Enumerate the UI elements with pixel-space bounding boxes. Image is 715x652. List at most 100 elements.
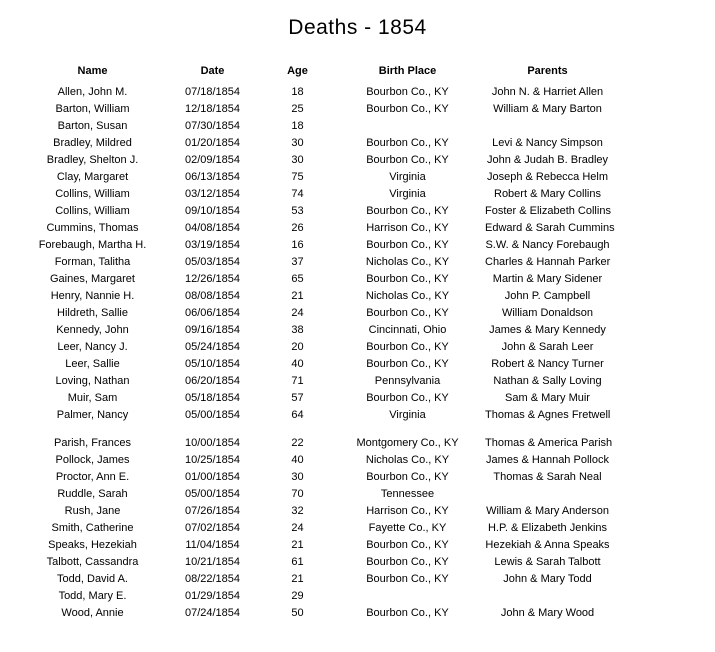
cell-date: 05/03/1854 [184, 256, 241, 268]
cell-birth-place: Bourbon Co., KY [366, 341, 449, 353]
cell-birth-place [330, 588, 485, 605]
cell-date: 07/26/1854 [184, 505, 241, 517]
cell-name: Forebaugh, Martha H. [38, 239, 147, 251]
cell-birth-place: Bourbon Co., KY [366, 86, 449, 98]
column-header-age: Age [287, 65, 308, 77]
cell-name: Henry, Nannie H. [50, 290, 135, 302]
cell-name: Pollock, James [55, 454, 130, 466]
table-row: Collins, William 09/10/1854 53 Bourbon Co.,… [25, 203, 611, 220]
cell-parents: Joseph & Rebecca Helm [486, 171, 609, 183]
cell-birth-place: Virginia [389, 409, 426, 421]
cell-birth-place: Bourbon Co., KY [366, 205, 449, 217]
table-row: Todd, David A. 08/22/1854 21 Bourbon Co., K… [25, 571, 610, 588]
cell-date: 06/13/1854 [184, 171, 241, 183]
cell-date: 10/21/1854 [184, 556, 241, 568]
table-row: Bradley, Mildred 01/20/1854 30 Bourbon Co.,… [25, 135, 610, 152]
table-row: Pollock, James 10/25/1854 40 Nicholas Co., … [25, 452, 610, 469]
cell-date: 06/06/1854 [184, 307, 241, 319]
cell-birth-place: Bourbon Co., KY [366, 273, 449, 285]
cell-birth-place: Bourbon Co., KY [366, 239, 449, 251]
table-row: Allen, John M. 07/18/1854 18 Bourbon Co., K… [25, 84, 610, 101]
cell-date: 07/30/1854 [184, 120, 241, 132]
cell-parents: Thomas & Agnes Fretwell [485, 409, 611, 421]
cell-birth-place [330, 118, 485, 135]
cell-age: 71 [291, 375, 304, 387]
cell-birth-place: Montgomery Co., KY [356, 437, 459, 449]
cell-birth-place: Bourbon Co., KY [366, 307, 449, 319]
cell-age: 22 [291, 437, 304, 449]
cell-name: Proctor, Ann E. [55, 471, 130, 483]
cell-date: 12/26/1854 [184, 273, 241, 285]
cell-date: 07/18/1854 [184, 86, 241, 98]
document-page: Deaths - 1854 Name Date Age Birth Place Pare… [0, 16, 715, 652]
cell-parents: S.W. & Nancy Forebaugh [485, 239, 610, 251]
table-header: Name Date Age Birth Place Parents [25, 63, 610, 84]
cell-parents: Thomas & Sarah Neal [493, 471, 602, 483]
cell-age: 21 [291, 539, 304, 551]
cell-date: 01/29/1854 [184, 590, 241, 602]
table-row: Gaines, Margaret 12/26/1854 65 Bourbon Co.,… [25, 271, 610, 288]
table-row: Leer, Sallie 05/10/1854 40 Bourbon Co., KY R… [25, 356, 610, 373]
cell-birth-place: Tennessee [380, 488, 435, 500]
cell-birth-place: Bourbon Co., KY [366, 539, 449, 551]
cell-age: 40 [291, 358, 304, 370]
cell-parents: Lewis & Sarah Talbott [494, 556, 601, 568]
table-row: Palmer, Nancy 05/00/1854 64 Virginia Thomas … [25, 407, 611, 424]
table-body: Allen, John M. 07/18/1854 18 Bourbon Co., K… [25, 84, 615, 622]
cell-parents: Thomas & America Parish [485, 437, 613, 449]
cell-parents: John & Sarah Leer [501, 341, 594, 353]
cell-date: 02/09/1854 [184, 154, 241, 166]
cell-age: 61 [291, 556, 304, 568]
cell-date: 05/10/1854 [184, 358, 241, 370]
group-spacer [25, 424, 610, 435]
table-row: Forman, Talitha 05/03/1854 37 Nicholas Co.,… [25, 254, 611, 271]
cell-date: 09/10/1854 [184, 205, 241, 217]
cell-birth-place: Pennsylvania [374, 375, 441, 387]
cell-birth-place: Bourbon Co., KY [366, 556, 449, 568]
table-row: Smith, Catherine 07/02/1854 24 Fayette Co.,… [25, 520, 610, 537]
table-row: Proctor, Ann E. 01/00/1854 30 Bourbon Co., … [25, 469, 610, 486]
cell-parents: Hezekiah & Anna Speaks [485, 539, 610, 551]
cell-date: 03/19/1854 [184, 239, 241, 251]
cell-name: Speaks, Hezekiah [48, 539, 137, 551]
table-row: Muir, Sam 05/18/1854 57 Bourbon Co., KY Sam … [25, 390, 610, 407]
cell-name: Muir, Sam [67, 392, 118, 404]
cell-birth-place: Bourbon Co., KY [366, 392, 449, 404]
table-row: Forebaugh, Martha H. 03/19/1854 16 Bourbon … [25, 237, 610, 254]
cell-age: 18 [291, 120, 304, 132]
cell-parents: H.P. & Elizabeth Jenkins [487, 522, 608, 534]
cell-birth-place: Harrison Co., KY [366, 505, 449, 517]
cell-date: 10/00/1854 [184, 437, 241, 449]
table-row: Todd, Mary E. 01/29/1854 29 [25, 588, 610, 605]
table-row: Henry, Nannie H. 08/08/1854 21 Nicholas Co.… [25, 288, 610, 305]
cell-birth-place: Bourbon Co., KY [366, 573, 449, 585]
cell-age: 38 [291, 324, 304, 336]
cell-birth-place: Bourbon Co., KY [366, 607, 449, 619]
cell-age: 57 [291, 392, 304, 404]
table-row: Leer, Nancy J. 05/24/1854 20 Bourbon Co., K… [25, 339, 610, 356]
cell-age: 25 [291, 103, 304, 115]
cell-age: 30 [291, 154, 304, 166]
cell-age: 24 [291, 522, 304, 534]
cell-parents: Martin & Mary Sidener [492, 273, 603, 285]
page-title: Deaths - 1854 [288, 16, 427, 39]
cell-birth-place: Bourbon Co., KY [366, 137, 449, 149]
cell-name: Leer, Sallie [65, 358, 120, 370]
cell-age: 16 [291, 239, 304, 251]
cell-date: 05/00/1854 [184, 488, 241, 500]
cell-age: 64 [291, 409, 304, 421]
cell-birth-place: Virginia [389, 171, 426, 183]
deaths-table: Name Date Age Birth Place Parents Allen, Joh… [25, 63, 615, 622]
cell-name: Bradley, Shelton J. [46, 154, 139, 166]
cell-birth-place: Bourbon Co., KY [366, 154, 449, 166]
cell-parents: James & Mary Kennedy [489, 324, 606, 336]
cell-name: Rush, Jane [64, 505, 121, 517]
table-row: Barton, William 12/18/1854 25 Bourbon Co., … [25, 101, 610, 118]
cell-parents: Charles & Hannah Parker [485, 256, 611, 268]
cell-name: Kennedy, John [56, 324, 129, 336]
cell-age: 32 [291, 505, 304, 517]
cell-name: Smith, Catherine [51, 522, 134, 534]
cell-date: 08/08/1854 [184, 290, 241, 302]
cell-age: 21 [291, 290, 304, 302]
cell-parents: William Donaldson [501, 307, 594, 319]
